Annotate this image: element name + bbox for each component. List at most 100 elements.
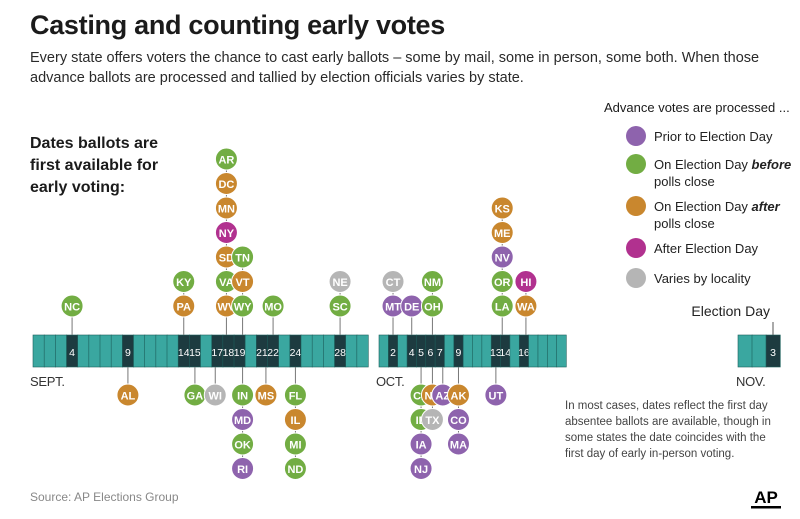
legend-title: Advance votes are processed ... — [604, 100, 790, 115]
timeline-day-label: 18 — [223, 347, 235, 359]
state-label-al: AL — [121, 391, 136, 403]
state-circle-nd — [283, 457, 307, 480]
state-label-wa: WA — [517, 302, 535, 314]
state-circle-ar — [214, 147, 238, 171]
timeline-day-cell — [345, 334, 358, 368]
timeline-day-cell — [378, 334, 389, 368]
timeline-day-label: 13 — [490, 347, 502, 359]
state-label-mi: MI — [289, 440, 301, 452]
state-label-ga: GA — [187, 391, 204, 403]
state-label-dc: DC — [218, 179, 234, 191]
state-label-ar: AR — [218, 155, 234, 167]
timeline-day-label: 19 — [234, 347, 246, 359]
state-label-wy: WY — [234, 302, 252, 314]
state-circle-vt — [231, 270, 255, 293]
timeline-day-cell — [144, 334, 157, 368]
timeline-day-label: 7 — [437, 347, 443, 359]
state-label-tx: TX — [425, 415, 440, 427]
state-label-az: AZ — [435, 391, 450, 403]
state-circle-ct — [381, 270, 405, 293]
state-label-de: DE — [404, 302, 419, 314]
timeline-day-label: 28 — [334, 347, 346, 359]
state-circle-ky — [172, 270, 196, 293]
timeline-day-label: 14 — [178, 347, 190, 359]
state-label-ky: KY — [176, 277, 192, 289]
state-circle-ok — [231, 432, 255, 456]
state-label-mn: MN — [218, 204, 235, 216]
timeline-day-cell — [397, 334, 408, 368]
state-label-tn: TN — [235, 253, 250, 265]
state-label-nc: NC — [64, 302, 80, 314]
timeline-day-cell — [444, 334, 455, 368]
state-circle-ny — [214, 221, 238, 244]
state-circle-sc — [328, 294, 352, 318]
legend-swatch-before — [626, 154, 646, 174]
timeline-day-cell — [88, 334, 101, 368]
timeline-day-label: 6 — [428, 347, 434, 359]
timeline-day-label: 17 — [211, 347, 223, 359]
state-label-wi: WI — [209, 391, 222, 403]
state-label-co: CO — [450, 415, 467, 427]
state-circle-ak — [446, 383, 470, 407]
state-circle-al — [116, 383, 140, 407]
timeline-day-cell — [528, 334, 539, 368]
state-label-nd: ND — [287, 464, 303, 476]
state-label-nv: NV — [495, 253, 511, 265]
timeline-day-label: 5 — [418, 347, 424, 359]
timeline-day-cell — [133, 334, 146, 368]
timeline-day-cell — [99, 334, 112, 368]
state-label-ks: KS — [495, 204, 510, 216]
dates-available-label: Dates ballots are first available for ea… — [30, 135, 159, 196]
state-label-mo: MO — [264, 302, 282, 314]
state-label-ct: CT — [386, 277, 401, 289]
timeline-day-label: 3 — [770, 347, 776, 359]
timeline-day-cell — [311, 334, 324, 368]
month-label: OCT. — [376, 374, 404, 389]
state-circle-oh — [420, 294, 444, 318]
timeline-day-cell — [166, 334, 179, 368]
state-circle-mo — [261, 294, 285, 318]
state-label-me: ME — [494, 228, 511, 240]
state-label-ri: RI — [237, 464, 248, 476]
month-label: SEPT. — [30, 374, 65, 389]
legend-label-afterday: After Election Day — [654, 241, 759, 256]
legend-swatch-prior — [626, 126, 646, 146]
state-circle-or — [490, 270, 514, 293]
timeline-day-cell — [472, 334, 483, 368]
state-circle-ks — [490, 196, 514, 220]
state-label-nj: NJ — [414, 464, 428, 476]
state-label-ia: IA — [416, 440, 427, 452]
timeline-day-label: 22 — [267, 347, 279, 359]
state-circle-ms — [254, 383, 278, 407]
state-label-ne: NE — [332, 277, 347, 289]
state-circle-il — [283, 408, 307, 431]
timeline-day-cell — [546, 334, 558, 368]
state-circle-ri — [231, 457, 255, 480]
state-circle-dc — [214, 172, 238, 195]
state-label-pa: PA — [177, 302, 192, 314]
election-day-label: Election Day — [691, 303, 770, 319]
timeline-day-label: 16 — [518, 347, 530, 359]
state-circle-wa — [514, 294, 538, 318]
timeline-day-label: 24 — [290, 347, 302, 359]
state-label-fl: FL — [289, 391, 303, 403]
footnote: In most cases, dates reflect the first d… — [565, 400, 771, 460]
state-circle-mn — [214, 196, 238, 220]
legend-label-before: On Election Day before polls close — [654, 157, 791, 189]
timeline-day-label: 14 — [499, 347, 511, 359]
state-circle-co — [446, 408, 470, 431]
state-label-va: VA — [219, 277, 234, 289]
timeline-day-label: 9 — [456, 347, 462, 359]
state-label-oh: OH — [424, 302, 441, 314]
timeline-day-cell — [278, 334, 291, 368]
timeline-day-label: 4 — [409, 347, 415, 359]
state-label-ms: MS — [258, 391, 275, 403]
timeline-day-cell — [32, 334, 45, 368]
state-label-la: LA — [495, 302, 510, 314]
ap-logo-text: AP — [754, 488, 778, 507]
timeline-day-cell — [751, 334, 767, 368]
timeline-day-cell — [537, 334, 548, 368]
state-label-sd: SD — [219, 253, 234, 265]
state-circle-nc — [60, 294, 84, 318]
